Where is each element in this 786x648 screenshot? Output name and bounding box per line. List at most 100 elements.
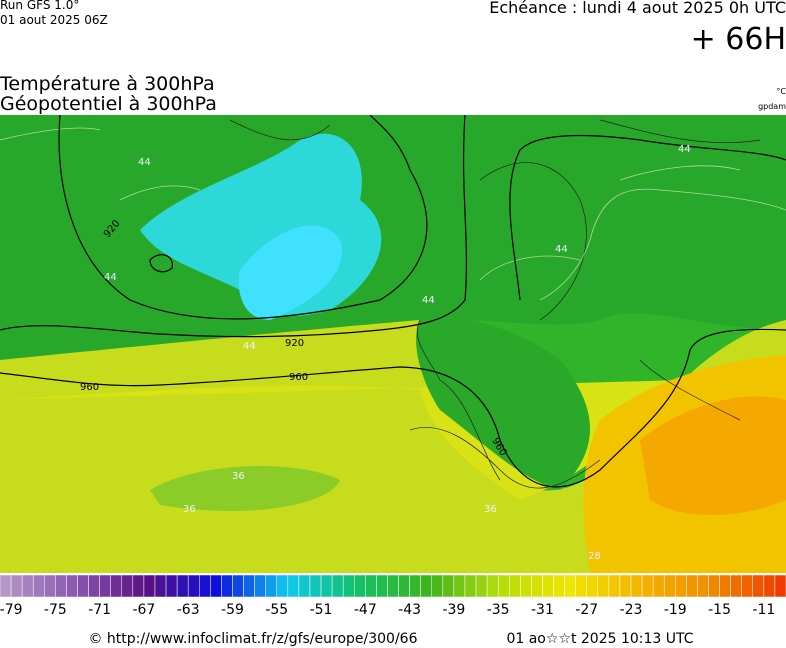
colorbar-label: -31 <box>531 602 554 618</box>
colorbar-swatch <box>354 574 366 598</box>
contour-label: 960 <box>80 382 99 393</box>
source: © http://www.infoclimat.fr/z/gfs/europe/… <box>88 631 417 647</box>
colorbar-swatch <box>10 574 23 598</box>
colorbar-swatch <box>66 574 78 598</box>
run: Run GFS 1.0° <box>0 0 79 12</box>
unit: °C <box>776 87 786 96</box>
colorbar-swatch <box>675 574 687 598</box>
colorbar-label: -71 <box>88 602 111 618</box>
colorbar-label: -15 <box>708 602 731 618</box>
unit: gpdam <box>758 102 786 111</box>
colorbar-label: -55 <box>265 602 288 618</box>
colorbar-swatch <box>497 574 510 598</box>
colorbar-swatch <box>265 574 278 598</box>
contour-label: 44 <box>555 244 568 255</box>
contour-label: 36 <box>484 504 497 515</box>
map: 920 920 960 960 960 44 44 44 44 44 44 36… <box>0 115 786 573</box>
colorbar-swatch <box>719 574 731 598</box>
contour-label: 960 <box>289 372 308 383</box>
colorbar-swatch <box>0 574 12 598</box>
colorbar-swatch <box>55 574 67 598</box>
colorbar-swatch <box>486 574 499 598</box>
colorbar-label: -75 <box>44 602 67 618</box>
title: Géopotentiel à 300hPa <box>0 93 217 115</box>
contour-label: 920 <box>285 338 304 349</box>
colorbar-swatch <box>630 574 643 598</box>
run-date: 01 aout 2025 06Z <box>0 13 108 27</box>
colorbar-swatch <box>232 574 244 598</box>
colorbar-label: -27 <box>575 602 598 618</box>
colorbar-swatch <box>187 574 200 598</box>
colorbar-swatch <box>730 574 742 598</box>
contour-label: 44 <box>138 157 151 168</box>
colorbar-swatch <box>663 574 676 598</box>
colorbar-swatch <box>176 574 189 598</box>
colorbar-swatch <box>121 574 134 598</box>
colorbar-swatch <box>508 574 521 598</box>
colorbar-label: -39 <box>442 602 465 618</box>
colorbar-swatch <box>44 574 56 598</box>
colorbar-swatch <box>99 574 111 598</box>
colorbar-swatch <box>641 574 654 598</box>
colorbar-swatch <box>221 574 233 598</box>
colorbar-swatch <box>331 574 344 598</box>
colorbar-swatch <box>608 574 621 598</box>
colorbar-swatch <box>420 574 432 598</box>
colorbar-swatch <box>763 574 776 598</box>
colorbar-label: -43 <box>398 602 421 618</box>
colorbar-swatch <box>597 574 610 598</box>
colorbar-label: -11 <box>752 602 775 618</box>
colorbar-swatch <box>686 574 698 598</box>
colorbar-swatch <box>110 574 123 598</box>
colorbar-swatch <box>276 574 289 598</box>
colorbar-swatch <box>708 574 720 598</box>
contour-label: 44 <box>104 272 117 283</box>
colorbar-swatch <box>619 574 632 598</box>
colorbar-swatch <box>376 574 388 598</box>
colorbar-swatch <box>387 574 399 598</box>
lead-time: + 66H <box>691 22 786 57</box>
colorbar-swatch <box>586 574 599 598</box>
colorbar-swatch <box>165 574 178 598</box>
colorbar-swatch <box>409 574 421 598</box>
colorbar-swatch <box>398 574 410 598</box>
colorbar-swatch <box>309 574 322 598</box>
colorbar-swatch <box>365 574 377 598</box>
contour-label: 36 <box>232 471 245 482</box>
valid-time: Echéance : lundi 4 aout 2025 0h UTC <box>489 0 786 17</box>
colorbar-swatch <box>453 574 466 598</box>
colorbar-label: -19 <box>664 602 687 618</box>
colorbar-swatch <box>254 574 266 598</box>
colorbar-swatch <box>143 574 156 598</box>
colorbar-label: -35 <box>487 602 510 618</box>
colorbar-swatch <box>342 574 355 598</box>
colorbar-label: -23 <box>620 602 643 618</box>
colorbar-label: -67 <box>132 602 155 618</box>
colorbar: -79 -75 -71 -67 -63 -59 -55 -51 -47 -43 -39 -35 -31 -… <box>0 574 786 618</box>
colorbar-swatch <box>298 574 311 598</box>
contour-label: 44 <box>243 341 256 352</box>
colorbar-swatch <box>575 574 587 598</box>
colorbar-swatch <box>88 574 100 598</box>
colorbar-label: -51 <box>310 602 333 618</box>
title: Température à 300hPa <box>0 73 215 95</box>
colorbar-swatch <box>697 574 709 598</box>
colorbar-label: -47 <box>354 602 377 618</box>
colorbar-label: -63 <box>177 602 200 618</box>
colorbar-swatch <box>132 574 145 598</box>
colorbar-swatch <box>752 574 765 598</box>
colorbar-swatch <box>32 574 45 598</box>
colorbar-label: -59 <box>221 602 244 618</box>
colorbar-label: -79 <box>0 602 23 618</box>
contour-label: 36 <box>183 504 196 515</box>
colorbar-swatch <box>464 574 477 598</box>
colorbar-swatch <box>77 574 89 598</box>
colorbar-swatch <box>442 574 455 598</box>
colorbar-swatch <box>431 574 444 598</box>
colorbar-swatch <box>531 574 543 598</box>
colorbar-swatch <box>475 574 488 598</box>
contour-label: 44 <box>422 295 435 306</box>
colorbar-swatch <box>210 574 222 598</box>
generated: 01 ao☆☆t 2025 10:13 UTC <box>506 631 693 647</box>
